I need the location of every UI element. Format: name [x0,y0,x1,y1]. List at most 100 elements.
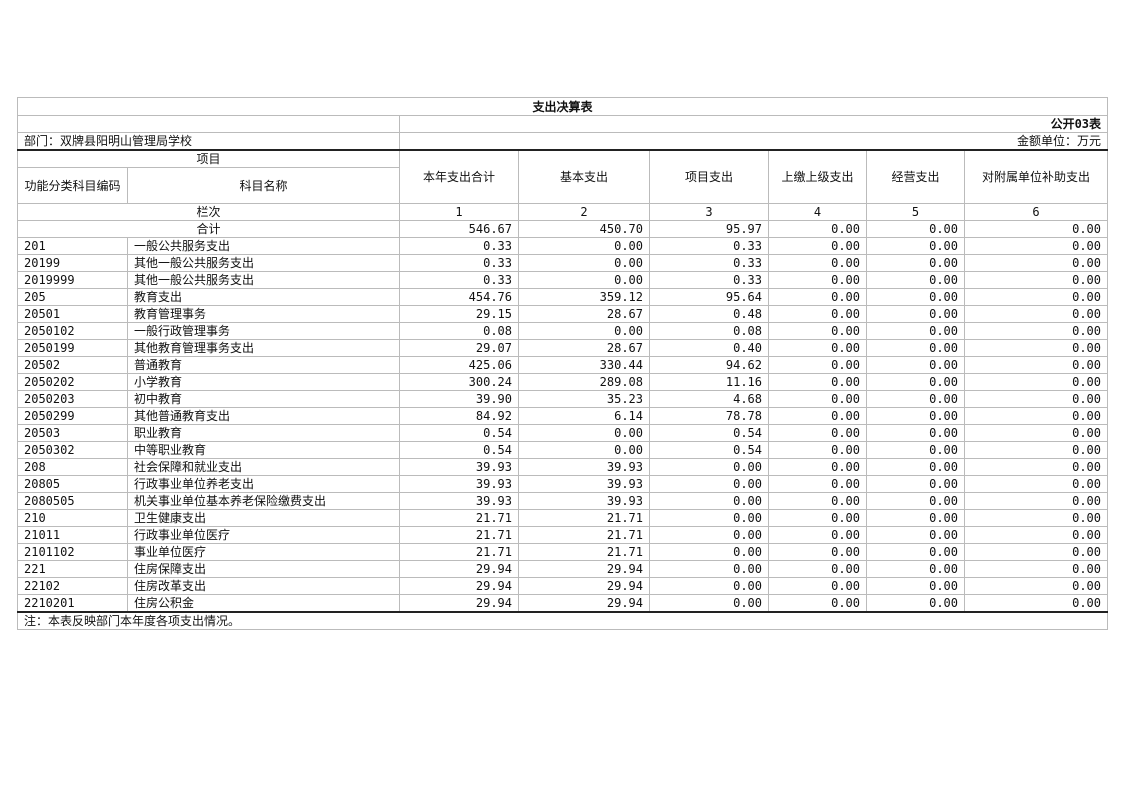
amount-cell: 0.00 [866,305,965,323]
amount-cell: 39.93 [399,492,519,510]
amount-cell: 0.00 [963,237,1109,255]
amount-cell: 0.00 [518,322,650,340]
amount-cell: 0.00 [866,509,965,527]
table-row: 20805 行政事业单位养老支出 39.93 39.93 0.00 0.00 0.00 0.0… [17,475,1109,493]
amount-cell: 0.00 [649,560,769,578]
amount-cell: 0.54 [399,424,519,442]
amount-cell: 95.64 [649,288,769,306]
amount-cell: 0.00 [963,441,1109,459]
amount-cell: 39.90 [399,390,519,408]
amount-cell: 0.00 [963,373,1109,391]
total-value: 450.70 [518,220,650,238]
amount-cell: 0.00 [768,475,867,493]
header-col-6: 对附属单位补助支出 [963,149,1109,204]
amount-cell: 28.67 [518,339,650,357]
amount-cell: 0.00 [866,254,965,272]
subject-code: 2101102 [17,543,128,561]
amount-cell: 0.00 [768,305,867,323]
subject-code: 205 [17,288,128,306]
table-row: 2050199 其他教育管理事务支出 29.07 28.67 0.40 0.00 0.00 0… [17,339,1109,357]
table-number: 公开03表 [398,115,1109,133]
amount-cell: 29.15 [399,305,519,323]
amount-cell: 0.00 [768,407,867,425]
amount-cell: 0.00 [649,492,769,510]
amount-cell: 0.00 [768,356,867,374]
amount-cell: 0.00 [866,458,965,476]
header-project: 项目 [17,149,400,168]
amount-cell: 0.00 [963,424,1109,442]
total-value: 546.67 [399,220,519,238]
subject-code: 2019999 [17,271,128,289]
amount-cell: 0.00 [768,577,867,595]
table-row: 2050299 其他普通教育支出 84.92 6.14 78.78 0.00 0.00 0.0… [17,407,1109,425]
subject-name: 其他教育管理事务支出 [127,339,400,357]
amount-cell: 0.00 [768,458,867,476]
amount-cell: 0.00 [649,475,769,493]
index-number: 6 [963,203,1109,221]
amount-cell: 0.00 [768,288,867,306]
subject-name: 行政事业单位养老支出 [127,475,400,493]
amount-cell: 0.54 [649,424,769,442]
amount-cell: 78.78 [649,407,769,425]
table-title: 支出决算表 [16,97,1109,116]
amount-cell: 0.00 [963,577,1109,595]
amount-cell: 0.00 [963,458,1109,476]
amount-cell: 0.00 [866,526,965,544]
amount-cell: 0.00 [649,458,769,476]
amount-cell: 425.06 [399,356,519,374]
amount-cell: 0.00 [866,560,965,578]
amount-cell: 0.08 [399,322,519,340]
table-row: 20503 职业教育 0.54 0.00 0.54 0.00 0.00 0.00 [17,424,1109,442]
amount-cell: 0.00 [768,339,867,357]
amount-cell: 11.16 [649,373,769,391]
subject-name: 普通教育 [127,356,400,374]
subject-code: 2050102 [17,322,128,340]
amount-cell: 21.71 [518,543,650,561]
subject-code: 2050202 [17,373,128,391]
header-col-3: 项目支出 [649,149,769,204]
amount-cell: 28.67 [518,305,650,323]
table-row: 2101102 事业单位医疗 21.71 21.71 0.00 0.00 0.00 0.00 [17,543,1109,561]
amount-cell: 0.33 [649,254,769,272]
amount-cell: 0.00 [768,560,867,578]
subject-name: 其他一般公共服务支出 [127,254,400,272]
amount-cell: 0.00 [768,424,867,442]
amount-cell: 29.07 [399,339,519,357]
amount-cell: 94.62 [649,356,769,374]
amount-cell: 0.00 [768,390,867,408]
amount-cell: 0.00 [768,492,867,510]
total-value: 95.97 [649,220,769,238]
expenditure-table: 支出决算表 公开03表 部门：双牌县阳明山管理局学校 金额单位：万元 项目 本年支… [16,97,1109,630]
subject-code: 2050199 [17,339,128,357]
amount-cell: 0.00 [768,254,867,272]
index-number: 3 [649,203,769,221]
table-note: 注：本表反映部门本年度各项支出情况。 [16,611,1109,630]
amount-cell: 0.00 [768,526,867,544]
header-col-1: 本年支出合计 [399,149,519,204]
amount-cell: 0.00 [866,594,965,613]
amount-cell: 0.54 [399,441,519,459]
amount-cell: 0.00 [963,594,1109,613]
table-row: 201 一般公共服务支出 0.33 0.00 0.33 0.00 0.00 0.00 [17,237,1109,255]
amount-cell: 0.00 [866,288,965,306]
table-row: 20199 其他一般公共服务支出 0.33 0.00 0.33 0.00 0.00 0.00 [17,254,1109,272]
subject-code: 201 [17,237,128,255]
amount-cell: 0.33 [649,271,769,289]
amount-cell: 21.71 [518,509,650,527]
subject-code: 2080505 [17,492,128,510]
amount-cell: 29.94 [399,577,519,595]
table-row: 22102 住房改革支出 29.94 29.94 0.00 0.00 0.00 0.00 [17,577,1109,595]
total-label: 合计 [17,220,400,238]
index-number: 1 [399,203,519,221]
header-col-2: 基本支出 [518,149,650,204]
table-row: 205 教育支出 454.76 359.12 95.64 0.00 0.00 0.00 [17,288,1109,306]
department: 部门：双牌县阳明山管理局学校 [17,132,400,151]
header-code: 功能分类科目编码 [17,167,128,204]
amount-cell: 359.12 [518,288,650,306]
amount-cell: 0.00 [866,577,965,595]
amount-cell: 0.00 [866,339,965,357]
amount-cell: 39.93 [518,458,650,476]
subject-name: 事业单位医疗 [127,543,400,561]
amount-cell: 0.54 [649,441,769,459]
table-row: 2050302 中等职业教育 0.54 0.00 0.54 0.00 0.00 0.00 [17,441,1109,459]
